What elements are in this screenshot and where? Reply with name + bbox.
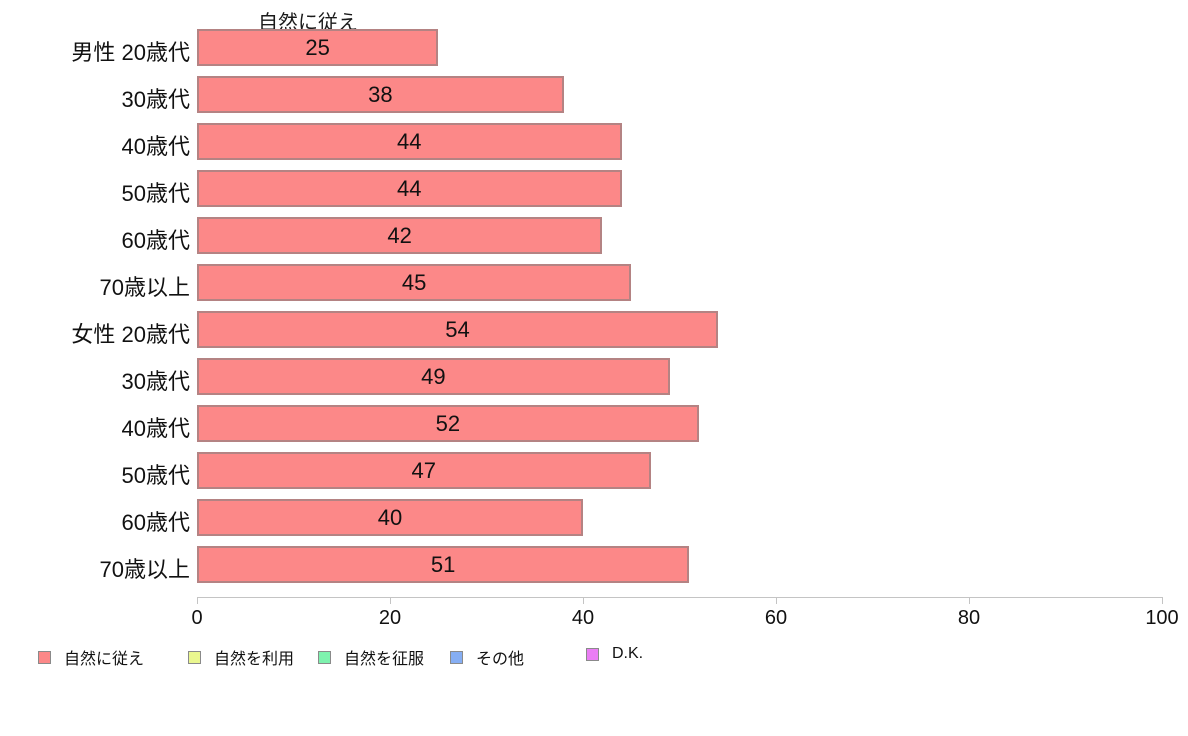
x-axis-tick [969, 597, 970, 604]
bar-value-label: 47 [411, 457, 437, 483]
legend-item: 自然に従え [38, 645, 144, 669]
category-label: 男性 20歳代 [71, 39, 190, 65]
legend-item: D.K. [586, 645, 643, 663]
bar-value-label: 49 [421, 363, 446, 389]
chart-title: 自然に従え [258, 12, 358, 34]
bar: 52 [197, 405, 699, 442]
bar: 42 [197, 217, 603, 254]
legend-label: その他 [476, 651, 525, 668]
x-axis-tick-label: 80 [957, 607, 981, 629]
legend-swatch-icon [38, 650, 51, 664]
bar-value-label: 38 [368, 81, 393, 107]
bar-value-label: 40 [377, 504, 403, 530]
bar-value-label: 44 [397, 128, 422, 154]
bar-value-label: 42 [387, 222, 412, 248]
category-label: 30歳代 [121, 86, 190, 112]
legend-label: 自然を征服 [344, 651, 425, 668]
legend-label: 自然に従え [64, 651, 145, 668]
category-label: 60歳代 [121, 227, 190, 253]
bar: 25 [197, 29, 439, 66]
legend-swatch-icon [586, 647, 599, 661]
bar: 38 [197, 76, 564, 113]
x-axis-tick-label: 60 [764, 607, 788, 629]
x-axis-tick-label: 0 [191, 607, 203, 629]
category-label: 60歳代 [121, 509, 190, 535]
bar-value-label: 45 [401, 269, 427, 295]
category-label: 50歳代 [121, 462, 190, 488]
legend: 自然に従え 自然を利用 自然を征服 その他 D.K. [0, 645, 1188, 669]
category-label: 女性 20歳代 [71, 321, 190, 347]
bar-value-label: 51 [430, 551, 456, 577]
legend-item: 自然を利用 [188, 645, 294, 669]
category-label: 30歳代 [121, 368, 190, 394]
category-label: 40歳代 [121, 415, 190, 441]
bar-value-label: 44 [397, 175, 422, 201]
bar: 47 [197, 452, 651, 489]
bar: 40 [197, 499, 583, 536]
category-label: 70歳以上 [99, 274, 190, 300]
bar: 49 [197, 358, 670, 395]
bar: 54 [197, 311, 719, 348]
bar-value-label: 25 [305, 34, 330, 60]
bar-value-label: 54 [445, 316, 470, 342]
bar: 45 [197, 264, 632, 301]
x-axis-line [197, 597, 1162, 598]
x-axis-tick-label: 100 [1145, 607, 1179, 629]
legend-item: 自然を征服 [318, 645, 424, 669]
legend-item: その他 [450, 645, 524, 669]
category-label: 50歳代 [121, 180, 190, 206]
bar-value-label: 52 [435, 410, 461, 436]
x-axis-tick [1162, 597, 1163, 604]
legend-swatch-icon [188, 650, 201, 664]
x-axis-tick-label: 20 [378, 607, 402, 629]
x-axis-tick-label: 40 [571, 607, 595, 629]
category-label: 40歳代 [121, 133, 190, 159]
x-axis-tick [390, 597, 391, 604]
legend-label: 自然を利用 [214, 651, 295, 668]
legend-label: D.K. [612, 645, 644, 662]
legend-swatch-icon [450, 650, 463, 664]
x-axis-tick [583, 597, 584, 604]
x-axis-tick [776, 597, 777, 604]
bar: 44 [197, 123, 622, 160]
bar: 44 [197, 170, 622, 207]
category-label: 70歳以上 [99, 556, 190, 582]
bar: 51 [197, 546, 690, 583]
legend-swatch-icon [318, 650, 331, 664]
x-axis-tick [197, 597, 198, 604]
